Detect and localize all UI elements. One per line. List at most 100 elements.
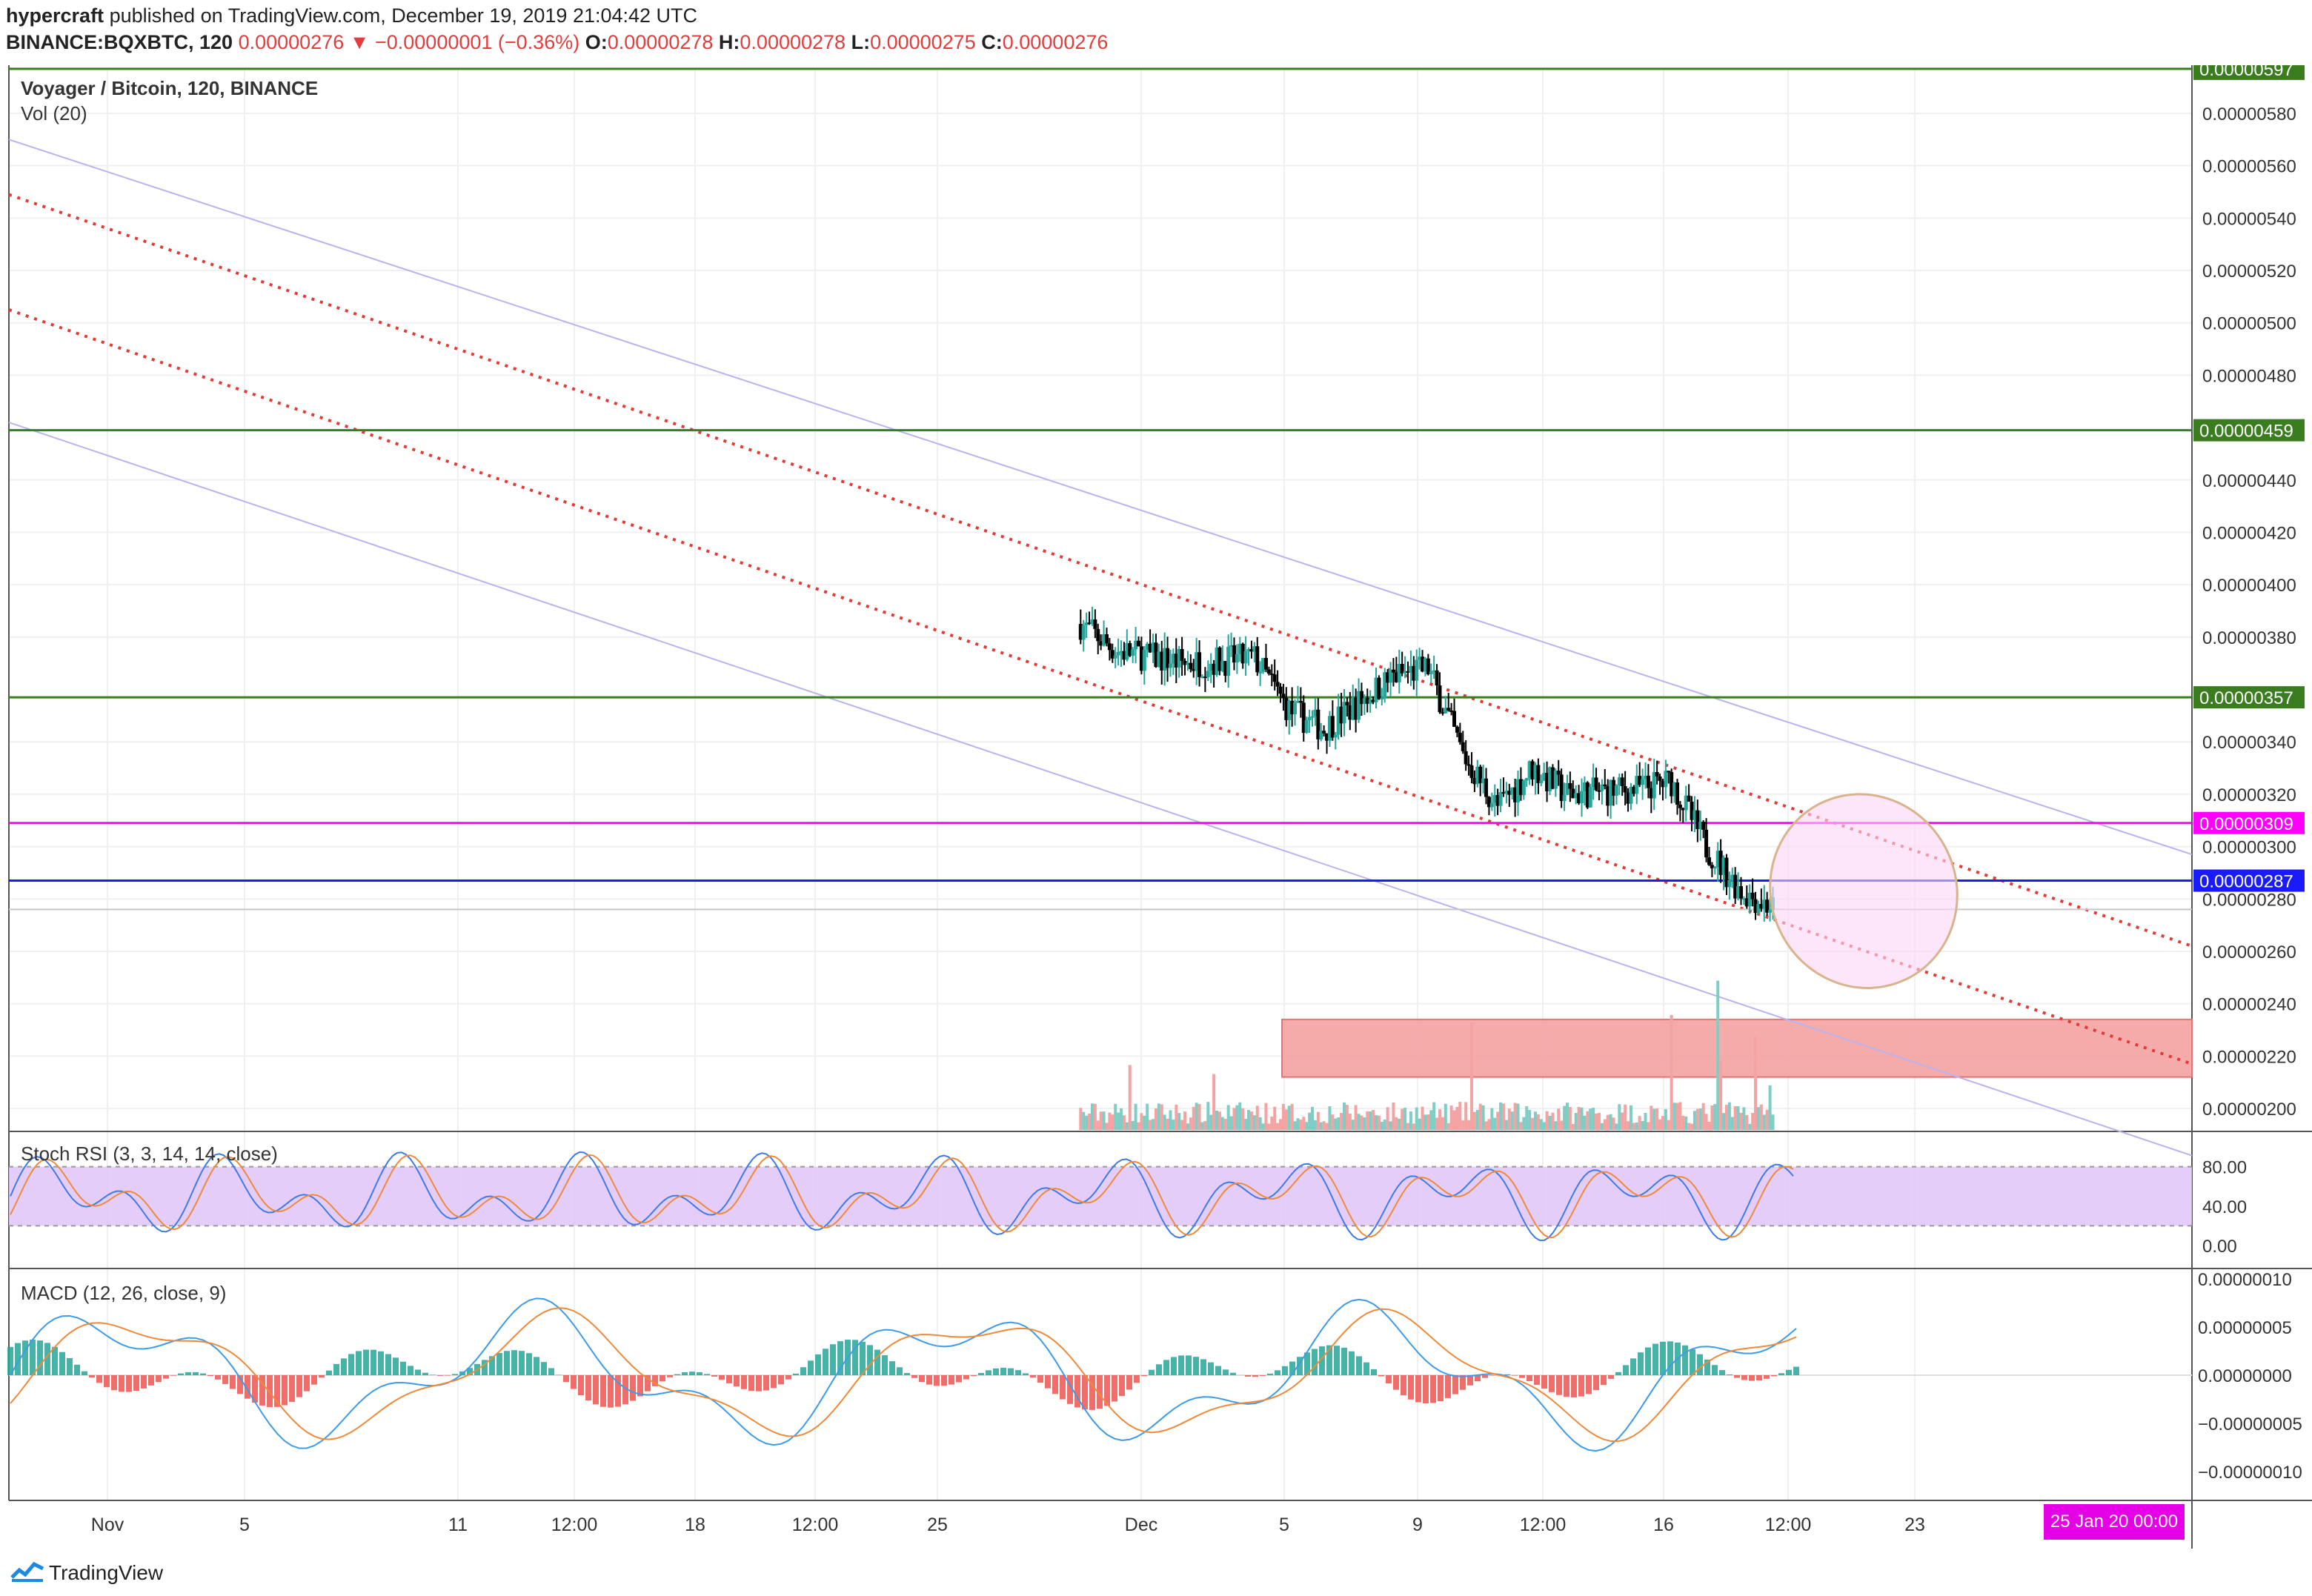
price-tick-label: 0.00000200 xyxy=(2202,1100,2296,1120)
price-axis[interactable]: 0.00000580 0.00000560 0.00000540 0.00000520… xyxy=(2193,57,2305,1120)
macd-histogram-bar xyxy=(734,1375,740,1387)
volume-bar xyxy=(1117,1112,1120,1130)
volume-bar xyxy=(1189,1117,1192,1130)
volume-bar xyxy=(1354,1105,1358,1130)
target-ellipse[interactable] xyxy=(1738,763,1989,1019)
macd-tick-label: −0.00000010 xyxy=(2198,1463,2302,1483)
candle-body xyxy=(1484,778,1489,797)
stoch-tick-label: 40.00 xyxy=(2202,1197,2247,1217)
stoch-rsi-label[interactable]: Stoch RSI (3, 3, 14, 14, close) xyxy=(21,1143,278,1165)
candle-body xyxy=(1518,779,1523,796)
macd-histogram-bar xyxy=(1037,1375,1043,1383)
volume-bar xyxy=(1441,1117,1444,1130)
volume-bar xyxy=(1128,1065,1132,1130)
candle-body xyxy=(1533,765,1538,780)
candle-body xyxy=(1550,767,1555,789)
volume-bar xyxy=(1621,1112,1624,1130)
volume-bar xyxy=(1342,1102,1346,1130)
macd-histogram-bar xyxy=(37,1340,43,1375)
macd-histogram-bar xyxy=(489,1356,495,1375)
macd-histogram-bar xyxy=(1638,1352,1644,1375)
candle-body xyxy=(1527,761,1532,779)
macd-histogram-bar xyxy=(1430,1375,1436,1403)
volume-bar xyxy=(1247,1109,1251,1130)
macd-histogram-bar xyxy=(1415,1375,1421,1403)
volume-bar xyxy=(1149,1120,1152,1130)
candle-body xyxy=(1365,698,1369,704)
candle-body xyxy=(1466,764,1471,766)
price-pane[interactable] xyxy=(8,67,2193,1157)
high-value: 0.00000278 xyxy=(740,31,846,53)
volume-bar xyxy=(1739,1112,1743,1130)
support-zone-rectangle[interactable] xyxy=(1281,1018,2193,1078)
candle-body xyxy=(1368,699,1372,704)
candle-body xyxy=(1223,661,1228,676)
main-pane-title[interactable]: Voyager / Bitcoin, 120, BINANCE xyxy=(21,77,319,99)
candle-body xyxy=(1603,784,1607,786)
candle-body xyxy=(1556,771,1561,775)
macd-histogram-bar xyxy=(1282,1366,1288,1375)
volume-bar xyxy=(1551,1112,1555,1130)
volume-label[interactable]: Vol (20) xyxy=(21,102,87,124)
volume-bar xyxy=(1421,1106,1424,1130)
horizontal-levels[interactable] xyxy=(9,67,2192,911)
macd-histogram-bar xyxy=(104,1375,110,1388)
candle-body xyxy=(1322,731,1326,734)
volume-bar xyxy=(1635,1122,1638,1130)
time-tick-label: 5 xyxy=(1279,1514,1289,1535)
candle-body xyxy=(1278,686,1283,694)
candle-body xyxy=(1093,619,1097,629)
macd-histogram-bar xyxy=(22,1340,28,1375)
volume-bar xyxy=(1716,980,1720,1130)
macd-histogram-bar xyxy=(282,1375,288,1406)
macd-histogram-bar xyxy=(89,1375,95,1378)
volume-bar xyxy=(1536,1114,1540,1130)
candle-body xyxy=(1455,726,1459,733)
tradingview-brand[interactable]: TradingView xyxy=(49,1561,164,1584)
candle-body xyxy=(1249,649,1254,652)
volume-bar xyxy=(1334,1118,1338,1130)
macd-histogram-bar xyxy=(1467,1375,1473,1386)
macd-histogram-bar xyxy=(1000,1367,1006,1375)
candle-body xyxy=(1345,702,1349,705)
candles xyxy=(1078,606,1775,922)
volume-bar xyxy=(1655,1108,1659,1130)
macd-label[interactable]: MACD (12, 26, close, 9) xyxy=(21,1282,227,1304)
volume-bar xyxy=(1554,1121,1558,1130)
stoch-rsi-pane[interactable]: 80.00 40.00 0.00 xyxy=(9,1151,2247,1257)
macd-histogram-bar xyxy=(548,1368,554,1375)
candle-body xyxy=(1122,651,1126,660)
volume-bar xyxy=(1733,1106,1737,1130)
volume-bar xyxy=(1316,1111,1320,1130)
candle-body xyxy=(1670,771,1674,797)
macd-histogram-bar xyxy=(793,1373,799,1375)
macd-histogram-bar xyxy=(674,1374,680,1375)
volume-bar xyxy=(1675,1103,1679,1130)
volume-bar xyxy=(1672,1103,1676,1130)
macd-histogram-bar xyxy=(711,1375,717,1377)
price-tick-label: 0.00000280 xyxy=(2202,890,2296,910)
macd-histogram-bar xyxy=(1504,1374,1510,1375)
last-price: 0.00000276 xyxy=(238,31,345,53)
macd-histogram-bar xyxy=(771,1375,777,1389)
volume-bar xyxy=(1641,1121,1644,1130)
volume-bar xyxy=(1698,1108,1702,1130)
publisher-name[interactable]: hypercraft xyxy=(6,4,104,27)
candle-body xyxy=(1136,640,1140,647)
macd-histogram-bar xyxy=(667,1375,673,1377)
regression-channel[interactable] xyxy=(8,139,2193,1157)
macd-histogram-bar xyxy=(1260,1375,1266,1376)
time-tick-label: 12:00 xyxy=(792,1514,839,1535)
candle-body xyxy=(1151,642,1155,653)
macd-histogram-bar xyxy=(1452,1375,1458,1394)
macd-histogram-bar xyxy=(1393,1375,1399,1390)
candle-body xyxy=(1357,691,1361,720)
candle-body xyxy=(1087,622,1092,625)
macd-pane[interactable]: 0.00000010 0.00000005 0.00000000 −0.0000000… xyxy=(7,1270,2302,1483)
macd-histogram-bar xyxy=(148,1375,154,1386)
tradingview-logo-icon[interactable] xyxy=(10,1561,44,1583)
volume-bar xyxy=(1146,1103,1149,1130)
time-axis[interactable]: Nov 5 11 12:00 18 12:00 25 Dec 5 9 12:00 16 12:00 23 xyxy=(91,1514,1925,1535)
volume-bar xyxy=(1600,1123,1604,1130)
